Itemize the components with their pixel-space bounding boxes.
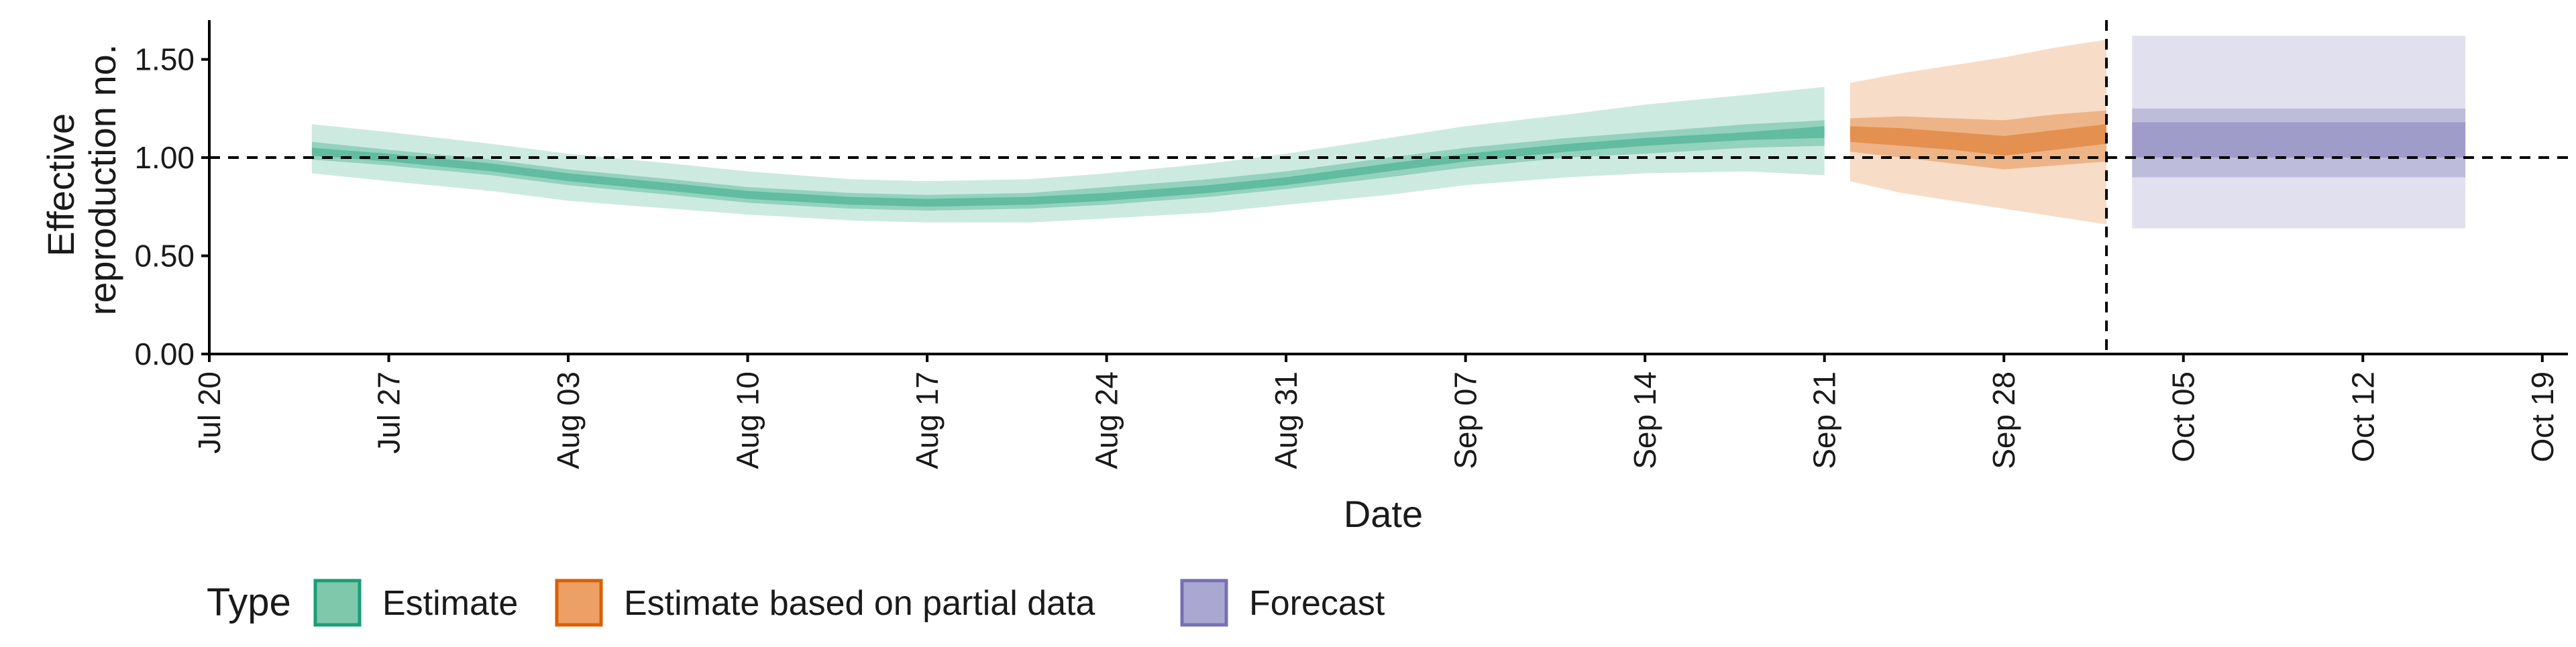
- y-tick-label: 0.00: [134, 337, 195, 371]
- estimate-median-point: [1106, 196, 1108, 198]
- estimate-median-point: [1208, 188, 1210, 190]
- estimate-based-on-partial-data-median-point: [1900, 137, 1902, 139]
- forecast-band-20: [2132, 122, 2466, 158]
- estimate-median-point: [1644, 141, 1646, 143]
- forecast-band-50: [2132, 108, 2466, 178]
- x-tick-label: Aug 17: [910, 371, 945, 469]
- forecast-median-point: [2131, 143, 2133, 145]
- legend-key-estimate-based-on-partial-data: [555, 579, 603, 627]
- estimate-median-point: [747, 194, 749, 196]
- legend-label-estimate-based-on-partial-data: Estimate based on partial data: [624, 584, 1095, 623]
- x-tick-label: Sep 14: [1627, 371, 1662, 469]
- forecast-band-90: [2132, 36, 2466, 229]
- estimate-based-on-partial-data-median-point: [2002, 144, 2005, 147]
- estimate-median-point: [311, 150, 313, 153]
- estimate-median-point: [1746, 135, 1749, 137]
- axes: 0.00 0.50 1.00 1.50 Jul 20 Jul 27 Aug 03 Aug 10…: [134, 20, 2568, 469]
- estimate-median-point: [567, 176, 570, 178]
- forecast-median-point: [2464, 143, 2467, 145]
- y-axis-title-line-2: reproduction no.: [81, 44, 123, 316]
- estimate-band-90: [311, 86, 1825, 223]
- legend-label-estimate: Estimate: [382, 584, 518, 623]
- x-tick-label: Jul 27: [372, 371, 407, 454]
- y-axis-title: Effective reproduction no.: [40, 44, 123, 316]
- estimate-based-on-partial-data-band-90: [1849, 40, 2107, 225]
- estimate-band-20: [311, 126, 1825, 207]
- estimate-median-point: [1823, 131, 1826, 133]
- estimate-median-point: [1464, 156, 1467, 159]
- legend: Type Estimate Estimate based on partial d…: [207, 579, 1385, 627]
- legend-key-estimate: [313, 579, 362, 627]
- x-tick-label: Aug 10: [731, 371, 765, 469]
- estimate-median-point: [1285, 180, 1287, 182]
- estimate-median-point: [1028, 200, 1031, 202]
- y-axis-title-line-1: Effective: [40, 113, 82, 257]
- estimate-based-on-partial-data-median-point: [1849, 133, 1851, 135]
- y-tick-label: 0.50: [134, 239, 195, 274]
- estimate-based-on-partial-data-band-20: [1849, 124, 2107, 156]
- estimate-median-point: [669, 186, 672, 188]
- x-tick-label: Jul 20: [192, 371, 227, 454]
- x-tick-label: Oct 19: [2525, 371, 2560, 463]
- estimate-median-point: [490, 166, 492, 169]
- x-tick-label: Oct 12: [2345, 371, 2380, 463]
- estimate-based-on-partial-data-band-50: [1849, 110, 2107, 170]
- x-tick-label: Aug 31: [1269, 371, 1303, 469]
- x-tick-label: Sep 07: [1448, 371, 1483, 469]
- x-tick-label: Oct 05: [2166, 371, 2201, 463]
- legend-key-forecast: [1180, 579, 1228, 627]
- x-tick-label: Sep 21: [1807, 371, 1842, 469]
- estimate-band-50: [311, 120, 1825, 211]
- bands-layer: [311, 36, 2467, 229]
- y-tick-label: 1.00: [134, 140, 195, 175]
- estimate-median-point: [1387, 166, 1390, 169]
- y-tick-label: 1.50: [134, 42, 195, 77]
- x-tick-label: Aug 24: [1089, 371, 1124, 469]
- estimate-median-point: [849, 200, 851, 202]
- estimate-median-point: [926, 201, 928, 204]
- estimate-based-on-partial-data-median-point: [1951, 141, 1954, 143]
- estimate-based-on-partial-data-median-point: [2054, 139, 2057, 141]
- estimate-median-point: [1567, 146, 1570, 149]
- legend-label-forecast: Forecast: [1249, 584, 1385, 623]
- x-tick-label: Aug 03: [551, 371, 586, 469]
- legend-title: Type: [207, 581, 291, 624]
- x-tick-label: Sep 28: [1986, 371, 2021, 469]
- x-axis-title: Date: [1344, 493, 1423, 535]
